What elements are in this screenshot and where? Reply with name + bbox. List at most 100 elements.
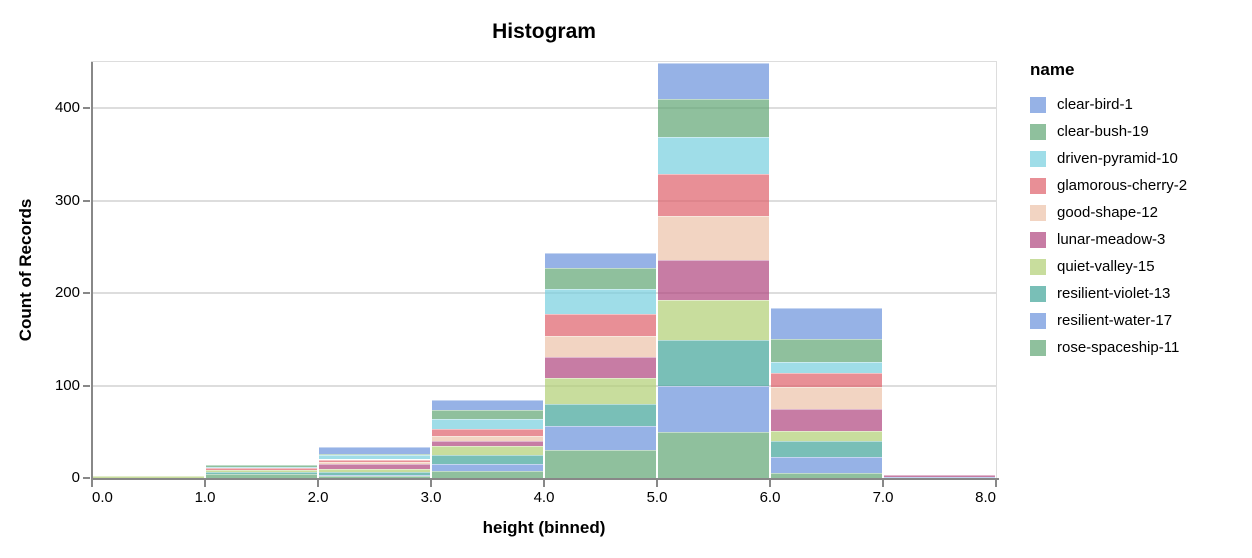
bar-segment [771, 307, 882, 340]
bar-segment [771, 473, 882, 478]
bar-segment [319, 476, 430, 478]
x-tick-label: 4.0 [533, 489, 555, 506]
legend-label: glamorous-cherry-2 [1057, 177, 1188, 194]
x-tick-label: 2.0 [307, 489, 329, 506]
bar-segment [319, 453, 430, 455]
bar-segment [206, 467, 317, 470]
legend-item: glamorous-cherry-2 [1030, 172, 1187, 199]
bar-segment [545, 378, 656, 405]
gridline [92, 107, 996, 110]
legend-item: resilient-violet-13 [1030, 280, 1187, 307]
x-tick-label: 7.0 [872, 489, 894, 506]
bar-segment [206, 471, 317, 475]
x-tick-label: 0.0 [92, 489, 113, 506]
bar-segment [884, 475, 995, 478]
bar-segment [93, 476, 204, 478]
bar-segment [658, 340, 769, 386]
legend-item: rose-spaceship-11 [1030, 334, 1187, 361]
bar-segment [319, 462, 430, 465]
x-tick [91, 480, 93, 487]
plot-area: 0.0 1.0 2.0 3.0 4.0 5.0 6.0 7.0 8.0 0 100 200 300 400 [55, 61, 999, 506]
bar-segment [545, 314, 656, 336]
legend-item: resilient-water-17 [1030, 307, 1187, 334]
bar-segment [545, 426, 656, 451]
bar-segment [432, 429, 543, 437]
bar-segment [206, 465, 317, 467]
bar-segment [545, 335, 656, 357]
legend: name clear-bird-1 clear-bush-19 driven-pyr… [1030, 60, 1187, 361]
bar-segment [658, 385, 769, 432]
bar-segment [771, 430, 882, 441]
legend-label: lunar-meadow-3 [1057, 231, 1166, 248]
bar-segment [545, 268, 656, 290]
x-axis-line [91, 478, 999, 480]
bar-segment [206, 469, 317, 472]
legend-item: quiet-valley-15 [1030, 253, 1187, 280]
legend-item: lunar-meadow-3 [1030, 226, 1187, 253]
x-tick [995, 480, 997, 487]
legend-swatch [1030, 123, 1046, 140]
legend-label: rose-spaceship-11 [1057, 339, 1180, 356]
bar-segment [658, 431, 769, 478]
bar-segment [319, 459, 430, 463]
bar-segment [432, 454, 543, 465]
legend-label: good-shape-12 [1057, 204, 1158, 221]
legend-item: clear-bush-19 [1030, 118, 1187, 145]
y-tick-label: 0 [71, 469, 80, 486]
bar-segment [432, 436, 543, 441]
x-tick-label: 6.0 [759, 489, 781, 506]
legend-swatch [1030, 204, 1046, 221]
x-tick [656, 480, 658, 487]
bar-segment [432, 400, 543, 410]
bar-segment [545, 253, 656, 269]
bar-segment [658, 62, 769, 99]
legend-swatch [1030, 339, 1046, 356]
x-tick-label: 3.0 [420, 489, 442, 506]
bar-segment [771, 372, 882, 388]
bar-segment [771, 339, 882, 363]
legend-items: clear-bird-1 clear-bush-19 driven-pyramid-… [1030, 91, 1187, 361]
bar-segment [319, 454, 430, 460]
legend-item: clear-bird-1 [1030, 91, 1187, 118]
bar-segment [771, 362, 882, 373]
bar-segment [771, 441, 882, 457]
y-tick-label: 400 [54, 99, 80, 117]
legend-label: clear-bush-19 [1057, 123, 1149, 140]
bar-segment [545, 450, 656, 478]
bar-segment [771, 387, 882, 409]
bar-segment [432, 470, 543, 478]
bar-segment [319, 464, 430, 469]
y-tick [83, 199, 90, 202]
bar-segment [432, 441, 543, 446]
bar-segment [432, 464, 543, 471]
x-axis-title: height (binned) [482, 518, 606, 537]
bar-segment [432, 418, 543, 429]
legend-swatch [1030, 177, 1046, 194]
bar-segment [658, 136, 769, 174]
legend-label: quiet-valley-15 [1057, 258, 1155, 275]
bar-segment [658, 216, 769, 260]
bar-segment [319, 447, 430, 454]
bar-segment [545, 404, 656, 427]
y-tick-label: 300 [54, 191, 80, 209]
legend-label: driven-pyramid-10 [1057, 150, 1178, 167]
bar-segment [545, 356, 656, 379]
legend-label: resilient-water-17 [1057, 312, 1173, 329]
legend-label: clear-bird-1 [1057, 96, 1133, 113]
gridline [92, 292, 996, 295]
legend-label: resilient-violet-13 [1057, 285, 1171, 302]
legend-title: name [1030, 60, 1075, 79]
y-tick-label: 200 [54, 284, 80, 302]
x-tick [882, 480, 884, 487]
bar-segment [658, 98, 769, 137]
x-tick-label: 5.0 [646, 489, 668, 506]
bar-segment [319, 471, 430, 476]
bar-segment [319, 468, 430, 472]
y-tick [83, 292, 90, 295]
y-axis-title: Count of Records [16, 198, 35, 342]
legend-swatch [1030, 258, 1046, 275]
legend-swatch [1030, 285, 1046, 302]
legend-item: driven-pyramid-10 [1030, 145, 1187, 172]
gridline [92, 384, 996, 387]
x-tick [317, 480, 319, 487]
